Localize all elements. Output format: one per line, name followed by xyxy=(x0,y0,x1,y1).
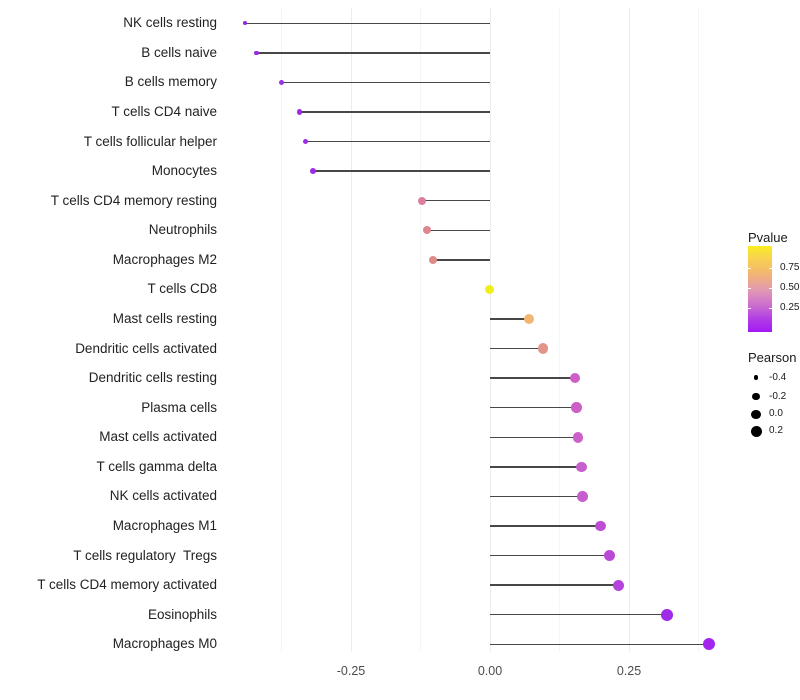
category-label: T cells CD4 memory resting xyxy=(50,192,217,208)
category-label: Dendritic cells resting xyxy=(88,370,217,386)
lollipop-dot xyxy=(577,491,589,502)
lollipop-stem xyxy=(490,318,529,320)
category-label: T cells CD8 xyxy=(147,281,217,297)
category-label: Macrophages M1 xyxy=(112,518,217,533)
gridline-major xyxy=(350,8,352,652)
lollipop-dot xyxy=(254,50,259,55)
lollipop-dot xyxy=(594,520,606,532)
pvalue-tick-mark xyxy=(769,288,772,290)
pearson-legend-label: 0.2 xyxy=(769,425,783,436)
lollipop-dot xyxy=(302,138,309,145)
pvalue-tick-mark xyxy=(769,308,772,310)
category-label: Neutrophils xyxy=(148,222,217,238)
lollipop-stem xyxy=(490,525,601,527)
lollipop-dot xyxy=(702,638,716,651)
category-label: NK cells activated xyxy=(109,488,217,504)
lollipop-stem xyxy=(490,377,576,379)
gridline-minor xyxy=(420,8,421,652)
category-label: T cells regulatory Tregs xyxy=(73,547,217,563)
lollipop-dot xyxy=(537,343,548,354)
pearson-legend-label: -0.4 xyxy=(769,371,787,383)
pvalue-tick-mark xyxy=(748,308,751,310)
lollipop-dot xyxy=(429,255,438,265)
lollipop-stem xyxy=(245,22,490,25)
lollipop-stem xyxy=(433,259,490,261)
pearson-legend-dot xyxy=(750,425,762,437)
category-label: T cells CD4 memory activated xyxy=(37,577,217,593)
lollipop-stem xyxy=(490,613,667,616)
lollipop-dot xyxy=(572,431,584,443)
category-label: Macrophages M2 xyxy=(112,251,217,267)
pearson-legend-dot xyxy=(752,393,760,401)
pvalue-tick-mark xyxy=(769,267,772,269)
x-axis-tick-label: 0.00 xyxy=(477,664,503,678)
lollipop-stem xyxy=(490,436,578,439)
lollipop-stem xyxy=(281,81,490,84)
pvalue-tick-label: 0.75 xyxy=(780,261,800,273)
lollipop-stem xyxy=(490,584,619,586)
lollipop-dot xyxy=(523,314,534,324)
lollipop-dot xyxy=(569,372,581,384)
lollipop-dot xyxy=(660,608,673,621)
pvalue-colorbar xyxy=(748,246,772,332)
lollipop-stem xyxy=(490,643,710,646)
category-label: Mast cells activated xyxy=(99,429,217,445)
category-label: Dendritic cells activated xyxy=(75,340,217,356)
pearson-legend-title: Pearson xyxy=(748,350,797,365)
lollipop-dot xyxy=(417,196,426,205)
lollipop-stem xyxy=(305,140,490,143)
lollipop-dot xyxy=(243,21,248,26)
lollipop-stem xyxy=(490,466,582,468)
gridline-major xyxy=(628,8,630,652)
lollipop-stem xyxy=(490,495,583,498)
lollipop-dot xyxy=(296,109,303,115)
gridline-minor xyxy=(698,8,699,652)
lollipop-stem xyxy=(312,170,490,172)
pvalue-legend-title: Pvalue xyxy=(748,230,788,245)
category-label: Monocytes xyxy=(151,163,217,179)
x-axis-tick-label: 0.25 xyxy=(616,664,642,678)
lollipop-dot xyxy=(309,168,316,175)
category-label: Eosinophils xyxy=(147,606,217,622)
category-label: T cells gamma delta xyxy=(96,458,217,474)
category-label: Mast cells resting xyxy=(112,311,217,326)
lollipop-dot xyxy=(612,579,625,591)
lollipop-stem xyxy=(299,111,490,113)
gridline-minor xyxy=(559,8,560,652)
pvalue-tick-label: 0.25 xyxy=(780,302,800,314)
lollipop-stem xyxy=(256,52,490,54)
lollipop-stem xyxy=(490,406,577,409)
lollipop-stem xyxy=(421,199,490,202)
lollipop-dot xyxy=(484,284,495,295)
category-label: NK cells resting xyxy=(123,15,217,31)
lollipop-stem xyxy=(490,554,610,557)
lollipop-stem xyxy=(427,229,490,232)
lollipop-stem xyxy=(490,347,543,350)
x-axis-tick-label: -0.25 xyxy=(336,664,366,678)
pearson-legend-label: 0.0 xyxy=(769,408,783,420)
category-label: Macrophages M0 xyxy=(112,636,217,652)
lollipop-dot xyxy=(423,226,432,235)
category-label: Plasma cells xyxy=(141,399,217,415)
lollipop-dot xyxy=(278,79,284,85)
pearson-legend-dot xyxy=(753,375,759,380)
lollipop-dot xyxy=(575,461,587,473)
lollipop-dot xyxy=(603,550,616,562)
pearson-legend-dot xyxy=(751,409,761,419)
pvalue-tick-mark xyxy=(748,288,751,290)
category-label: B cells naive xyxy=(141,44,217,60)
pearson-legend-label: -0.2 xyxy=(769,390,787,402)
category-label: T cells follicular helper xyxy=(83,133,217,149)
pvalue-tick-mark xyxy=(748,267,751,269)
gridline-minor xyxy=(281,8,282,652)
gridline-major xyxy=(489,8,491,652)
pvalue-tick-label: 0.50 xyxy=(780,282,800,294)
category-label: B cells memory xyxy=(124,74,217,90)
lollipop-dot xyxy=(571,402,583,414)
category-label: T cells CD4 naive xyxy=(111,104,217,119)
